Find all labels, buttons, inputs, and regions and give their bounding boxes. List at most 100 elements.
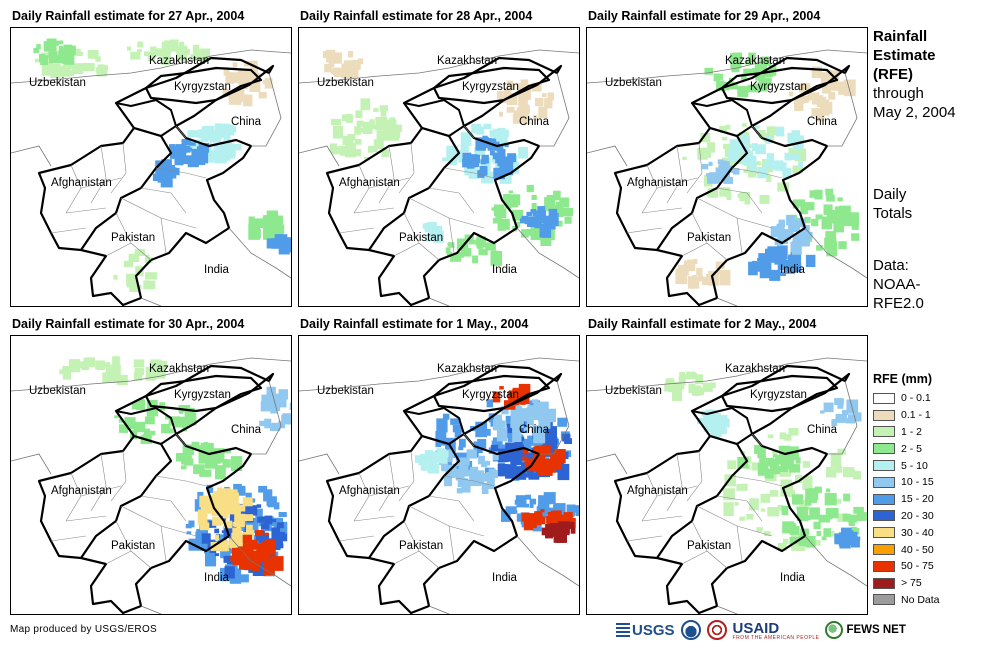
usaid-tagline: FROM THE AMERICAN PEOPLE bbox=[732, 634, 820, 641]
title-line: (RFE) bbox=[873, 66, 913, 83]
rainfall-cell bbox=[330, 68, 335, 74]
country-label-kazakhstan: Kazakhstan bbox=[437, 363, 497, 375]
rainfall-cell bbox=[534, 511, 543, 521]
rainfall-cell bbox=[831, 419, 838, 426]
rainfall-cell bbox=[774, 256, 787, 265]
rainfall-cell bbox=[758, 129, 766, 139]
rainfall-cell bbox=[480, 157, 491, 172]
rainfall-cell bbox=[697, 418, 706, 424]
rainfall-cell bbox=[504, 142, 509, 148]
rainfall-cell bbox=[535, 97, 544, 107]
rainfall-cell bbox=[821, 216, 833, 230]
country-label-pakistan: Pakistan bbox=[399, 232, 443, 244]
rainfall-cell bbox=[58, 49, 69, 64]
rainfall-cell bbox=[803, 202, 815, 211]
rainfall-cell bbox=[505, 506, 517, 514]
rainfall-cell bbox=[540, 410, 552, 418]
rainfall-cell bbox=[778, 163, 784, 168]
rainfall-cell bbox=[818, 514, 831, 523]
legend-label: 0.1 - 1 bbox=[901, 409, 931, 422]
rainfall-cell bbox=[555, 220, 563, 227]
country-label-india: India bbox=[204, 572, 230, 584]
rainfall-cell bbox=[275, 536, 283, 544]
rainfall-cell bbox=[559, 197, 570, 208]
rainfall-cell bbox=[781, 448, 788, 453]
rainfall-cell bbox=[192, 53, 200, 62]
rainfall-cell bbox=[791, 494, 804, 505]
rainfall-cell bbox=[777, 543, 787, 551]
rainfall-cell bbox=[215, 465, 226, 480]
rainfall-cell bbox=[232, 521, 239, 527]
rainfall-cell bbox=[228, 94, 240, 105]
daily-line: Totals bbox=[873, 205, 913, 222]
panel-title: Daily Rainfall estimate for 2 May., 2004 bbox=[588, 317, 817, 331]
rainfall-cell bbox=[518, 94, 528, 108]
rainfall-cell bbox=[139, 369, 145, 375]
rainfall-cell bbox=[278, 531, 285, 540]
rainfall-cell bbox=[537, 510, 548, 519]
rainfall-cell bbox=[497, 133, 508, 146]
rainfall-cell bbox=[837, 513, 848, 522]
rainfall-cell bbox=[238, 79, 248, 90]
rainfall-cell bbox=[372, 145, 378, 152]
rainfall-cell bbox=[752, 67, 758, 74]
rainfall-cell bbox=[481, 171, 494, 184]
rainfall-cell bbox=[242, 534, 253, 542]
legend-title: RFE (mm) bbox=[873, 372, 933, 386]
rainfall-cell bbox=[743, 169, 748, 173]
rainfall-cell bbox=[675, 268, 688, 285]
legend-label: 30 - 40 bbox=[901, 526, 934, 539]
rainfall-cell bbox=[706, 173, 711, 177]
rainfall-cell bbox=[513, 510, 518, 513]
rainfall-cell bbox=[713, 73, 721, 82]
rainfall-cell bbox=[824, 493, 837, 506]
rainfall-cell bbox=[475, 421, 488, 438]
rainfall-cell bbox=[826, 241, 838, 257]
rainfall-cell bbox=[823, 402, 834, 413]
rainfall-cell bbox=[270, 405, 277, 414]
rainfall-cell bbox=[214, 528, 220, 534]
rainfall-cell bbox=[478, 248, 488, 256]
rainfall-cell bbox=[518, 420, 524, 428]
rainfall-cell bbox=[538, 495, 548, 506]
rainfall-cell bbox=[492, 437, 503, 447]
rainfall-cell bbox=[534, 213, 544, 223]
rainfall-cell bbox=[518, 458, 527, 464]
rainfall-cell bbox=[812, 99, 820, 105]
rainfall-cell bbox=[200, 522, 210, 531]
rainfall-cell bbox=[759, 262, 772, 279]
rainfall-cell bbox=[369, 119, 375, 126]
rainfall-cell bbox=[503, 88, 512, 98]
rainfall-cell bbox=[786, 459, 794, 470]
rainfall-cell bbox=[503, 129, 509, 138]
rainfall-cell bbox=[537, 436, 548, 452]
rainfall-cell bbox=[144, 51, 150, 56]
rainfall-cell bbox=[255, 508, 263, 519]
rainfall-cell bbox=[764, 160, 774, 168]
rainfall-cell bbox=[447, 242, 455, 247]
rainfall-cell bbox=[484, 428, 491, 436]
rainfall-cell bbox=[703, 425, 714, 432]
rainfall-cell bbox=[446, 145, 459, 161]
rainfall-cell bbox=[422, 455, 435, 463]
rainfall-cell bbox=[197, 513, 208, 525]
rainfall-cell bbox=[254, 530, 263, 537]
rainfall-cell bbox=[426, 223, 432, 231]
rainfall-cell bbox=[767, 507, 780, 517]
rainfall-cell bbox=[150, 46, 157, 52]
rainfall-cell bbox=[769, 269, 781, 281]
rainfall-cell bbox=[769, 249, 777, 254]
rainfall-cell bbox=[242, 540, 254, 553]
rainfall-cell bbox=[276, 522, 284, 529]
rainfall-cell bbox=[796, 506, 809, 522]
rainfall-cell bbox=[373, 139, 384, 150]
rainfall-cell bbox=[182, 444, 194, 456]
rainfall-cell bbox=[119, 424, 129, 433]
rainfall-cell bbox=[792, 154, 801, 160]
rainfall-cell bbox=[562, 208, 573, 217]
panel-title: Daily Rainfall estimate for 29 Apr., 200… bbox=[588, 9, 821, 23]
rainfall-cell bbox=[161, 52, 171, 65]
country-label-afghanistan: Afghanistan bbox=[339, 485, 400, 497]
rainfall-cell bbox=[725, 124, 731, 130]
rainfall-cell bbox=[199, 469, 206, 477]
